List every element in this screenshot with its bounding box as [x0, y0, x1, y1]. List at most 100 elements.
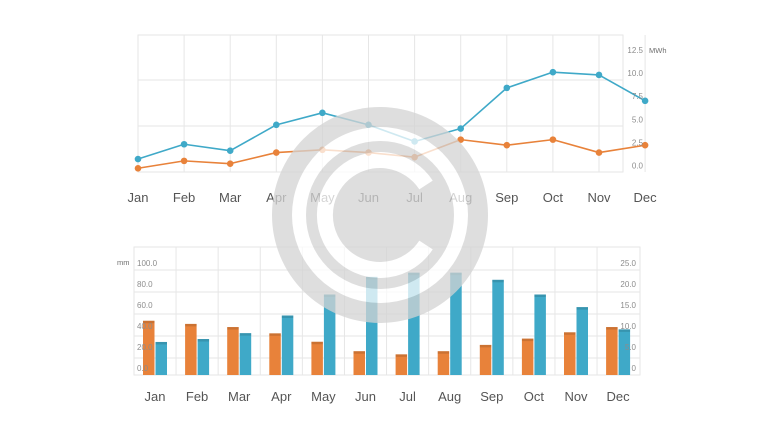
line-point: [134, 155, 142, 163]
bar-cap: [185, 323, 197, 327]
line-point: [180, 157, 188, 165]
bar-series-2: [618, 329, 631, 375]
bar-cap: [521, 338, 534, 342]
bar-cap: [479, 344, 492, 348]
line-chart-y-unit: MWh: [649, 46, 667, 55]
bar-series-1: [437, 351, 450, 375]
bar-chart-x-tick: Jan: [145, 389, 166, 404]
bar-series-1: [521, 338, 534, 375]
line-point: [226, 147, 234, 155]
bar-series-2: [155, 341, 167, 375]
bar-series-1: [479, 344, 492, 375]
bar-chart-x-tick: May: [311, 389, 336, 404]
bar-series-2: [366, 276, 378, 375]
line-point: [595, 149, 603, 156]
line-chart-y-tick: 5.0: [632, 115, 644, 124]
bar-cap: [564, 332, 576, 335]
line-point: [641, 97, 649, 105]
bar-chart-left-tick: 40.0: [137, 322, 153, 331]
bar-chart-x-tick: Jul: [399, 389, 416, 404]
line-chart-x-tick: Sep: [495, 190, 518, 205]
bar-chart-x-tick: Mar: [228, 389, 251, 404]
line-chart-x-tick: Dec: [634, 190, 658, 205]
line-point: [549, 68, 557, 76]
bar-chart-x-tick: Sep: [480, 389, 503, 404]
bar-cap: [227, 327, 239, 330]
line-point: [503, 141, 511, 149]
bar-series-1: [353, 351, 365, 375]
bar-cap: [281, 315, 294, 318]
bar-chart-x-tick: Jun: [355, 389, 376, 404]
bar-chart-x-tick: Oct: [524, 389, 545, 404]
bar-chart-right-tick: 25.0: [620, 259, 636, 268]
bar-series-1: [606, 327, 618, 375]
bar-series-2: [534, 294, 546, 375]
line-chart-x-tick: Feb: [173, 190, 195, 205]
bar-series-2: [323, 294, 336, 375]
bar-chart-x-tick: Dec: [607, 389, 631, 404]
line-point: [273, 121, 280, 129]
bar-cap: [269, 333, 281, 336]
line-point: [134, 164, 142, 172]
bar-chart-left-tick: 0.0: [137, 364, 149, 373]
bar-chart-labels: 0.0 20.0 40.0 60.0 80.0 100.0 mm 5.0 10.0 15.0 20.…: [117, 258, 637, 404]
line-chart-y-tick: 2.5: [632, 138, 644, 147]
line-point: [503, 84, 511, 92]
bar-cap: [155, 341, 167, 345]
bar-chart-x-tick: Nov: [564, 389, 588, 404]
line-point: [549, 136, 557, 143]
bar-chart-right-tick: 15.0: [620, 301, 636, 310]
line-chart-x-tick: Oct: [543, 190, 564, 205]
bar-series-2: [492, 279, 504, 375]
bar-cap: [534, 294, 546, 297]
line-point: [595, 71, 603, 79]
bar-series-2: [450, 272, 462, 375]
line-point: [319, 109, 326, 117]
bar-chart-left-tick: 20.0: [137, 343, 153, 352]
bar-series-1: [227, 327, 239, 375]
bar-chart-right-tick: 5.0: [625, 343, 637, 352]
bar-chart-x-tick: Feb: [186, 389, 208, 404]
line-point: [457, 136, 465, 143]
bar-chart-left-tick: 60.0: [137, 301, 153, 310]
bar-series-1: [185, 323, 197, 375]
bar-cap: [239, 333, 252, 336]
bar-chart-left-tick: 80.0: [137, 280, 153, 289]
line-chart-y-tick: 10.0: [627, 69, 643, 78]
bar-series-2: [281, 315, 294, 375]
bar-series-1: [311, 341, 323, 375]
bar-series-2: [408, 272, 420, 375]
bar-cap: [437, 351, 450, 354]
bar-cap: [618, 329, 631, 332]
line-chart-x-tick: Mar: [219, 190, 242, 205]
line-chart-x-tick: Nov: [587, 190, 611, 205]
bar-chart-right-tick: 20.0: [620, 280, 636, 289]
bar-cap: [353, 351, 365, 354]
bar-chart-right-tick: 10.0: [620, 322, 636, 331]
line-chart-x-tick: Jan: [128, 190, 149, 205]
line-chart-y-tick: 0.0: [632, 162, 644, 171]
line-chart-y-tick: 7.5: [632, 92, 644, 101]
copyright-icon: [272, 107, 488, 323]
bar-chart-series: [143, 272, 631, 375]
line-point: [226, 160, 234, 167]
line-point: [180, 140, 188, 148]
line-chart-y-tick: 12.5: [627, 46, 643, 55]
bar-cap: [576, 307, 588, 310]
line-point: [457, 125, 465, 132]
bar-series-1: [564, 332, 576, 375]
bar-chart-left-tick: 100.0: [137, 259, 158, 268]
bar-cap: [197, 339, 210, 342]
bar-series-1: [143, 320, 155, 375]
bar-cap: [143, 320, 155, 324]
bar-series-1: [269, 333, 281, 375]
line-point: [641, 141, 649, 149]
bar-chart-x-tick: Aug: [438, 389, 461, 404]
bar-cap: [311, 341, 323, 345]
bar-chart-x-tick: Apr: [271, 389, 292, 404]
bar-cap: [606, 327, 618, 330]
bar-series-2: [197, 339, 210, 375]
bar-series-1: [395, 354, 408, 375]
bar-series-2: [576, 307, 588, 375]
